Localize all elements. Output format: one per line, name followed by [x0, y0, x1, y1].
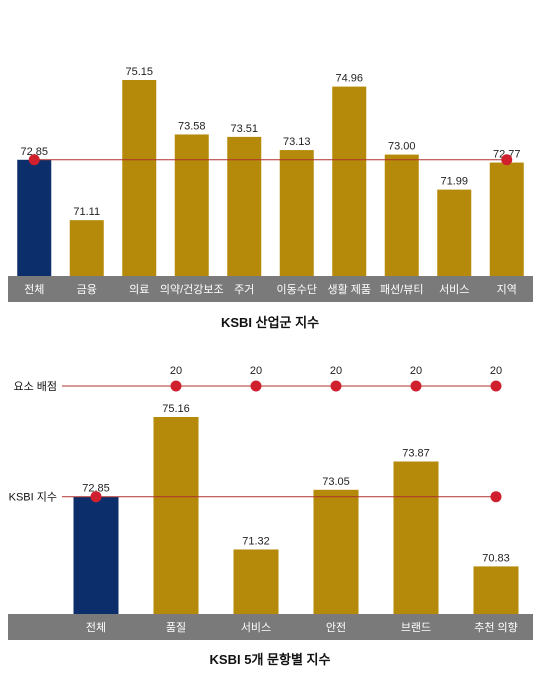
category-label-0: 전체 [86, 621, 106, 634]
category-label-2: 서비스 [241, 621, 271, 634]
bar-8 [437, 189, 472, 276]
category-label-3: 안전 [326, 621, 346, 634]
weight-label-0: 20 [170, 365, 182, 377]
weight-marker-4 [490, 380, 502, 392]
bar-5 [473, 566, 519, 614]
chart-title: KSBI 산업군 지수 [221, 315, 319, 330]
category-label-1: 품질 [166, 621, 186, 634]
data-label-4: 73.51 [230, 123, 258, 135]
weights-row-label: 요소 배점 [13, 380, 57, 393]
data-label-6: 74.96 [335, 73, 363, 85]
weight-label-4: 20 [490, 365, 502, 377]
data-label-2: 75.15 [125, 66, 153, 78]
weight-marker-1 [250, 380, 262, 392]
bar-1 [153, 417, 199, 614]
weight-marker-0 [170, 380, 182, 392]
weight-marker-3 [410, 380, 422, 392]
bar-3 [313, 489, 359, 614]
bar-3 [174, 134, 209, 276]
weight-label-1: 20 [250, 365, 262, 377]
data-label-5: 70.83 [482, 552, 510, 564]
category-label-4: 브랜드 [401, 621, 431, 634]
bar-4 [393, 461, 439, 614]
data-label-2: 71.32 [242, 535, 270, 547]
data-label-1: 75.16 [162, 403, 190, 415]
category-label-4: 주거 [234, 283, 254, 296]
category-axis-band [8, 614, 533, 640]
industry-index-chart: 72.85 전체 71.11 금융 75.15 의료 73.58 의약/건강보조 73.51 주거… [8, 66, 533, 330]
category-label-7: 패션/뷰티 [380, 283, 424, 296]
reference-marker-1 [490, 491, 502, 503]
bar-4 [227, 136, 262, 276]
reference-marker-0 [90, 491, 102, 503]
bar-6 [332, 86, 367, 276]
category-label-2: 의료 [129, 283, 149, 296]
category-axis-band [8, 276, 533, 302]
bar-5 [279, 150, 314, 276]
category-label-6: 생활 제품 [327, 282, 371, 296]
chart-title: KSBI 5개 문항별 지수 [210, 652, 331, 667]
data-label-0: 72.85 [82, 483, 110, 495]
data-label-4: 73.87 [402, 448, 430, 460]
weight-label-3: 20 [410, 365, 422, 377]
bar-0 [17, 159, 52, 276]
bar-0 [73, 496, 119, 614]
reference-line-label: KSBI 지수 [9, 491, 57, 504]
bar-7 [384, 154, 419, 276]
data-label-3: 73.05 [322, 476, 350, 488]
weight-marker-2 [330, 380, 342, 392]
data-label-1: 71.11 [73, 206, 100, 218]
weight-label-2: 20 [330, 365, 342, 377]
bar-9 [489, 162, 524, 276]
data-label-0: 72.85 [20, 146, 48, 158]
reference-marker-0 [28, 154, 40, 166]
question-index-chart: 72.85 전체 75.16 품질 71.32 서비스 73.05 안전 73.87 브랜드 70.… [8, 365, 533, 667]
bar-2 [233, 549, 279, 614]
data-label-7: 73.00 [388, 141, 416, 153]
reference-marker-1 [501, 154, 513, 166]
data-label-8: 71.99 [440, 176, 468, 188]
data-label-5: 73.13 [283, 136, 311, 148]
category-label-5: 추천 의향 [474, 620, 518, 634]
bar-2 [122, 80, 157, 276]
category-label-3: 의약/건강보조 [160, 282, 224, 296]
category-label-5: 이동수단 [277, 283, 317, 296]
data-label-3: 73.58 [178, 120, 206, 132]
category-label-8: 서비스 [439, 283, 469, 296]
bar-1 [69, 220, 104, 276]
category-label-9: 지역 [497, 283, 517, 296]
category-label-1: 금융 [77, 283, 97, 296]
category-label-0: 전체 [24, 283, 44, 296]
